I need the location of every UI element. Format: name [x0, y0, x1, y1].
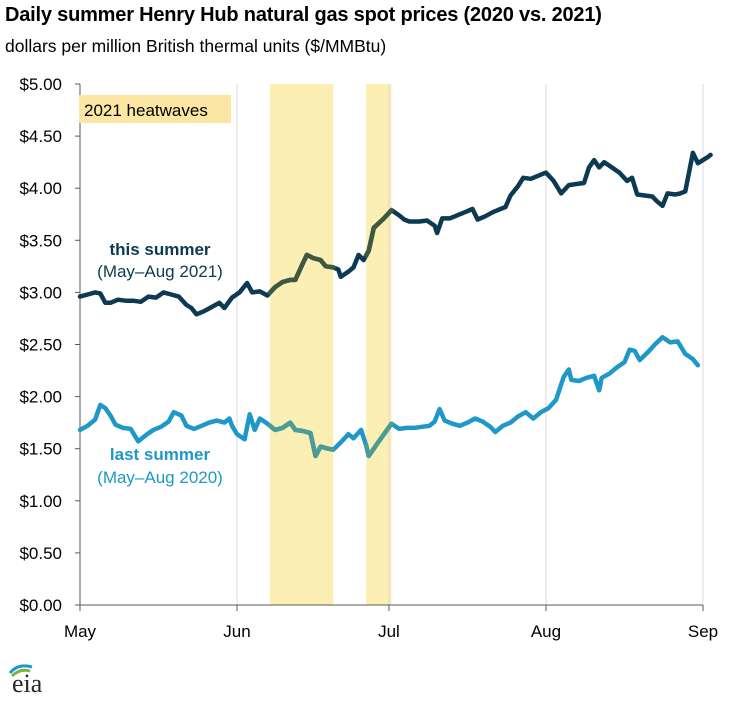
series-heatwave-segment-2-1 [267, 420, 336, 459]
series-line-1 [77, 150, 713, 317]
series-heatwave-segment-1-1 [267, 252, 336, 295]
series-heatwave-segment-2-2 [363, 421, 394, 459]
series-sub-label-1: (May–Aug 2021) [97, 262, 223, 281]
annotations: 2021 heatwaves this summer (May–Aug 2021) l… [79, 95, 231, 487]
series-sub-label-2: (May–Aug 2020) [97, 468, 223, 487]
y-tick-label: $3.00 [19, 283, 62, 302]
y-tick-label: $0.50 [19, 544, 62, 563]
chart-subtitle: dollars per million British thermal unit… [5, 36, 387, 56]
x-tick-label: May [64, 622, 97, 641]
y-tick-label: $1.50 [19, 440, 62, 459]
y-tick-label: $4.00 [19, 179, 62, 198]
y-tick-label: $3.50 [19, 231, 62, 250]
x-tick-label: Jun [223, 622, 250, 641]
y-tick-label: $2.50 [19, 336, 62, 355]
y-tick-label: $2.00 [19, 388, 62, 407]
series-heatwave-segment-1-2 [363, 207, 394, 258]
heatwave-label: 2021 heatwaves [84, 101, 208, 120]
series-name-label-1: this summer [109, 240, 210, 259]
eia-logo: eia [6, 663, 62, 701]
series-lines [77, 150, 713, 459]
y-tick-label: $1.00 [19, 492, 62, 511]
heatwave-bands [269, 84, 392, 605]
eia-leaf-icon [8, 664, 33, 678]
eia-logo-text: eia [12, 669, 43, 698]
y-tick-label: $5.00 [19, 75, 62, 94]
heatwave-label-box [79, 95, 231, 123]
heatwave-band-1 [269, 84, 334, 605]
x-tick-label: Sep [688, 622, 718, 641]
chart-title: Daily summer Henry Hub natural gas spot … [5, 4, 602, 26]
series-name-label-2: last summer [110, 445, 211, 464]
y-tick-label: $4.50 [19, 127, 62, 146]
heatwave-band-2 [366, 84, 392, 605]
x-tick-label: Jul [378, 622, 400, 641]
axes: $0.00 $0.50 $1.00 $1.50 $2.00 $2.50 $3.00 $3.50… [19, 75, 718, 641]
y-tick-label: $0.00 [19, 596, 62, 615]
line-chart: $0.00 $0.50 $1.00 $1.50 $2.00 $2.50 $3.00 $3.50… [19, 75, 718, 641]
x-tick-label: Aug [531, 622, 561, 641]
